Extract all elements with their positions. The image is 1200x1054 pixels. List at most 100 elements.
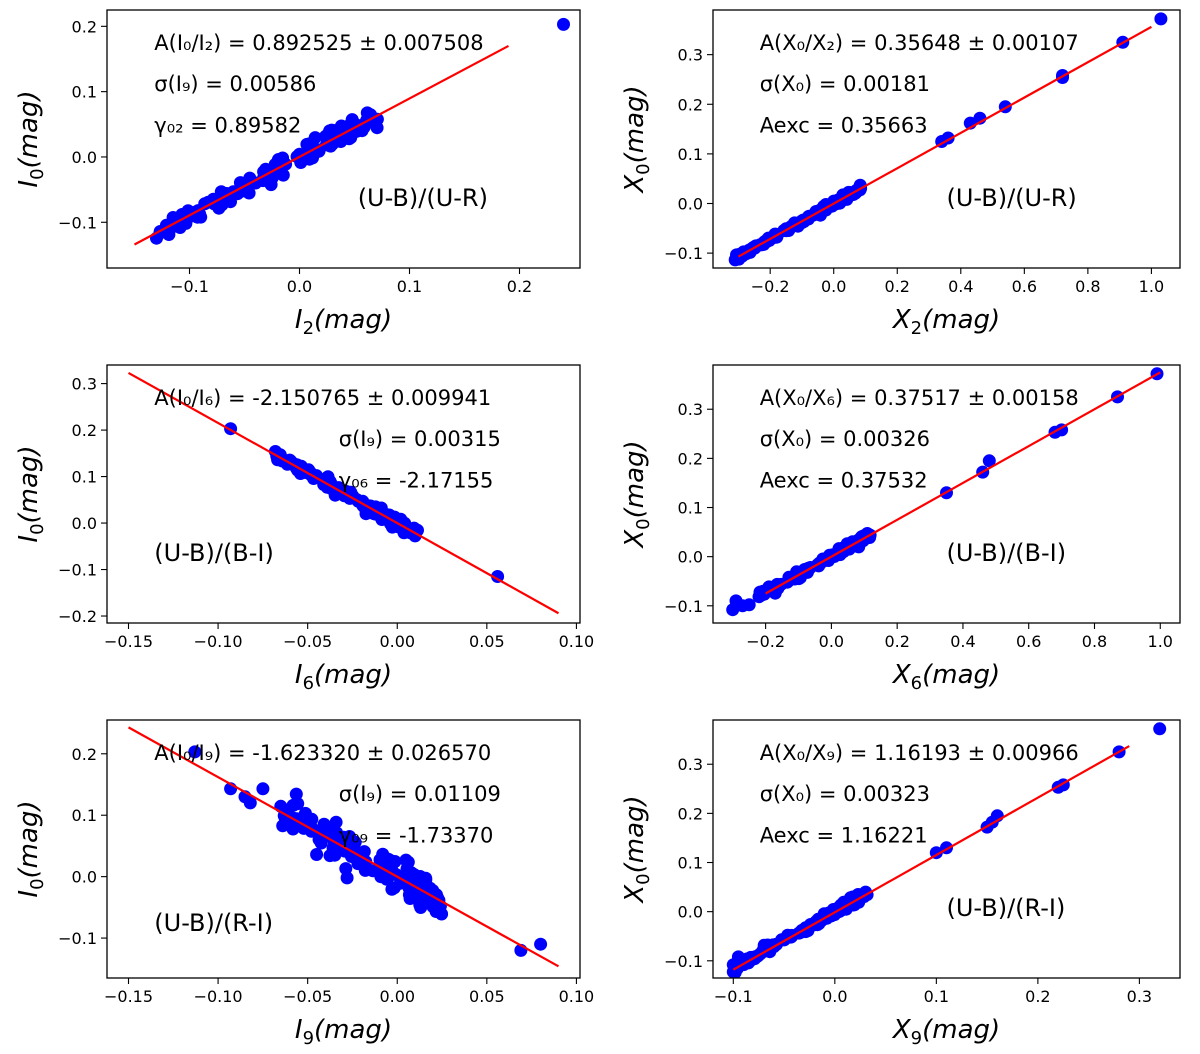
fit-annotation: γ₀₉ = -1.73370 [339,823,494,847]
y-tick-label: 0.0 [72,868,97,887]
data-point [188,745,202,759]
fit-line [133,44,510,246]
axes-frame [106,364,581,624]
x-tick-label: −0.10 [194,632,243,651]
data-point [291,797,305,811]
panel-1: −0.1 0.0 0.1 0.2 −0.1 0.0 0.1 0.2 I2(mag) I0(mag)… [14,9,581,339]
x-tick-label: 0.00 [379,987,415,1006]
fit-annotation: σ(X₀) = 0.00326 [760,427,930,451]
fit-annotation: σ(I₉) = 0.00315 [339,427,501,451]
data-point [419,896,433,910]
data-point [340,871,354,885]
color-index-label: (U-B)/(B-I) [154,539,274,567]
y-tick-label: 0.2 [72,421,97,440]
fit-line [127,726,560,968]
color-index-label: (U-B)/(U-R) [947,184,1077,212]
y-tick-label: 0.1 [678,854,703,873]
data-point [742,598,756,612]
fit-annotation: Aexc = 1.16221 [760,823,928,847]
y-tick-label: 0.1 [72,468,97,487]
data-point [726,603,740,617]
x-tick-label: 1.0 [1148,632,1173,651]
x-tick-label: 0.05 [469,987,505,1006]
data-point [1154,12,1168,26]
y-tick-label: −0.2 [58,607,97,626]
x-tick-label: 0.8 [1082,632,1107,651]
x-tick-label: −0.1 [170,277,209,296]
y-tick-label: 0.3 [678,400,703,419]
y-tick-label: −0.1 [664,597,703,616]
panel-4: −0.2 0.0 0.2 0.4 0.6 0.8 1.0 −0.1 0.0 0.1 0.2 0.3 X6… [620,364,1181,694]
fit-annotation: σ(X₀) = 0.00323 [760,782,930,806]
y-tick-label: 0.1 [678,499,703,518]
data-point [328,848,342,862]
data-point [435,907,449,921]
y-tick-label: 0.1 [72,83,97,102]
data-point [308,131,322,145]
plot-area [726,367,1164,617]
y-tick-label: 0.2 [72,17,97,36]
axes-frame [712,9,1181,269]
y-tick-label: −0.1 [58,929,97,948]
fit-annotation: A(I₀/I₂) = 0.892525 ± 0.007508 [154,31,483,55]
data-point [212,201,226,215]
data-point [855,530,869,544]
x-tick-label: 1.0 [1139,277,1164,296]
plot-area [133,17,570,246]
fit-line [737,25,1152,258]
y-tick-label: 0.2 [678,804,703,823]
plot-area [127,726,560,968]
x-tick-label: −0.05 [283,987,332,1006]
fit-annotation: A(I₀/I₉) = -1.623320 ± 0.026570 [154,741,491,765]
y-tick-label: 0.1 [678,145,703,164]
fit-annotation: Aexc = 0.37532 [760,468,928,492]
y-tick-label: −0.1 [664,244,703,263]
y-tick-label: 0.0 [678,195,703,214]
data-point [557,17,570,31]
x-axis-label: I6(mag) [295,660,392,694]
fit-annotation: σ(I₉) = 0.00586 [154,72,316,96]
axes-frame [106,9,581,269]
y-axis-label: X0(mag) [620,440,654,549]
x-tick-label: 0.1 [924,987,949,1006]
panel-3: −0.15 −0.10 −0.05 0.00 0.05 0.10 −0.2 −0.1 0.0 0.… [14,364,594,694]
data-point [243,796,257,810]
x-axis-label: X2(mag) [891,305,1000,339]
x-tick-label: 0.4 [948,277,973,296]
y-axis-label: X0(mag) [620,85,654,194]
x-tick-label: 0.6 [1016,632,1041,651]
data-point [385,882,399,896]
plot-area [127,371,560,615]
x-axis-label: X6(mag) [891,660,1000,694]
panel-6: −0.1 0.0 0.1 0.2 0.3 −0.1 0.0 0.1 0.2 0.3 X9(mag) X… [620,719,1181,1049]
y-axis-label: I0(mag) [14,445,48,542]
fit-line [127,371,560,615]
y-tick-label: 0.2 [72,745,97,764]
data-point [289,787,303,801]
fit-line [732,745,1130,971]
data-point [982,454,996,468]
x-tick-label: 0.0 [287,277,312,296]
data-point [256,782,270,796]
data-point [1153,722,1167,736]
x-axis-label: I9(mag) [295,1015,392,1049]
y-tick-label: 0.3 [678,46,703,65]
y-tick-label: 0.3 [72,375,97,394]
x-tick-label: 0.0 [821,277,846,296]
data-point [342,486,356,500]
panel-2: −0.2 0.0 0.2 0.4 0.6 0.8 1.0 −0.1 0.0 0.1 0.2 0.3 X2… [620,9,1181,339]
x-tick-label: −0.10 [194,987,243,1006]
axes-frame [106,719,581,979]
data-point [330,826,344,840]
axes-frame [712,719,1181,979]
x-tick-label: 0.2 [1025,987,1050,1006]
data-point [388,855,402,868]
panel-5: −0.15 −0.10 −0.05 0.00 0.05 0.10 −0.1 0.0 0.1 0.2… [14,719,594,1049]
x-tick-label: 0.2 [885,277,910,296]
fit-line [765,371,1161,595]
x-tick-label: −0.2 [751,277,790,296]
x-tick-label: −0.15 [104,987,153,1006]
y-tick-label: −0.1 [664,952,703,971]
color-index-label: (U-B)/(R-I) [154,909,273,937]
